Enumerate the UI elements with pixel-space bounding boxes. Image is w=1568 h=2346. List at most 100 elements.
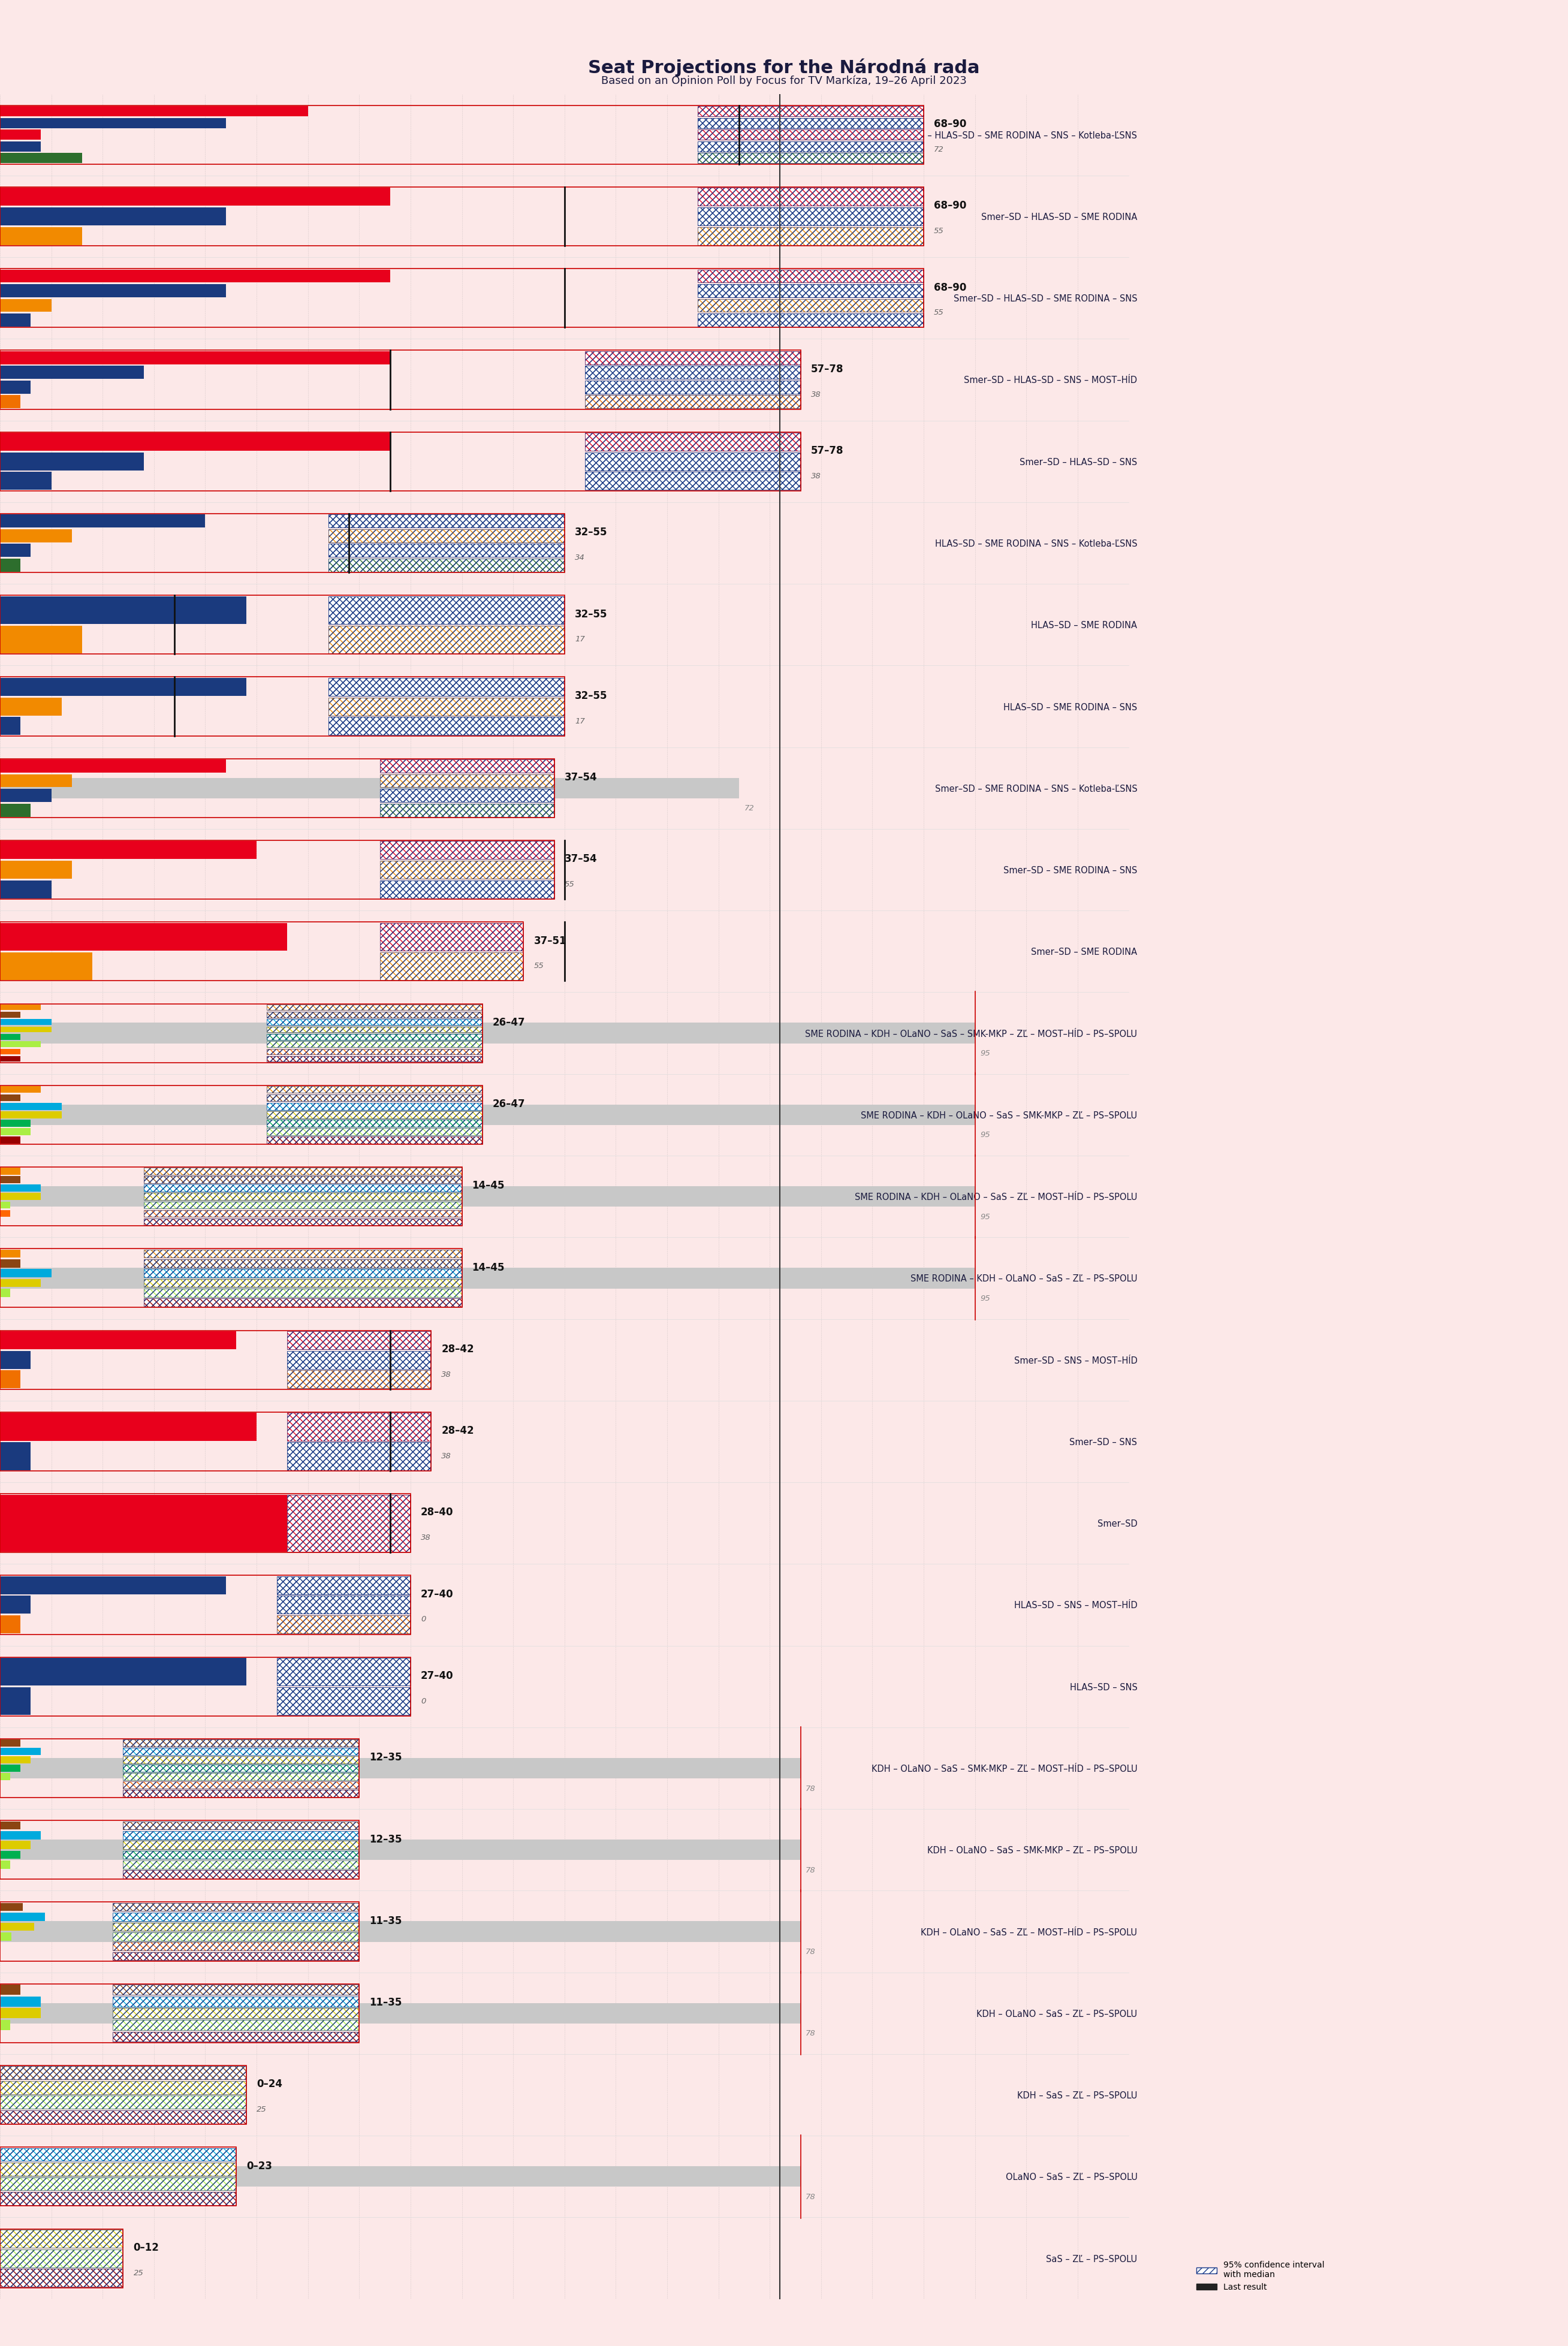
- Bar: [124, 1870, 359, 1879]
- Text: 72: 72: [935, 145, 944, 152]
- Bar: [0, 1112, 61, 1119]
- Bar: [124, 1832, 359, 1839]
- Bar: [0, 2229, 124, 2247]
- Bar: [124, 1748, 359, 1755]
- Bar: [585, 380, 801, 394]
- Bar: [379, 788, 554, 802]
- Bar: [0, 1096, 20, 1100]
- Bar: [0, 1757, 801, 1778]
- Text: 27–40: 27–40: [420, 1670, 453, 1682]
- Bar: [0, 1996, 41, 2006]
- Bar: [267, 1049, 483, 1053]
- Text: 26–47: 26–47: [492, 1098, 525, 1110]
- Text: Seat Projections for the Národná rada: Seat Projections for the Národná rada: [588, 59, 980, 77]
- Bar: [0, 1659, 246, 1687]
- Bar: [144, 1218, 463, 1225]
- Bar: [287, 1443, 431, 1471]
- Bar: [0, 2067, 246, 2079]
- Bar: [267, 1103, 483, 1110]
- Text: 57–78: 57–78: [811, 364, 844, 375]
- Bar: [0, 922, 287, 950]
- Bar: [0, 1018, 52, 1025]
- Bar: [0, 626, 82, 652]
- Bar: [113, 1933, 359, 1940]
- Text: Based on an Opinion Poll by Focus for TV Markíza, 19–26 April 2023: Based on an Opinion Poll by Focus for TV…: [601, 75, 967, 87]
- Bar: [0, 352, 390, 364]
- Bar: [124, 1757, 359, 1764]
- Bar: [0, 760, 226, 772]
- Bar: [0, 2003, 801, 2025]
- Text: 32–55: 32–55: [575, 608, 607, 619]
- Bar: [698, 106, 924, 117]
- Bar: [267, 1112, 483, 1119]
- Text: 17: 17: [575, 636, 585, 643]
- Bar: [379, 922, 524, 950]
- Bar: [287, 1370, 431, 1389]
- Text: 28–40: 28–40: [420, 1506, 453, 1518]
- Bar: [0, 2165, 801, 2186]
- Bar: [267, 1119, 483, 1126]
- Bar: [0, 514, 564, 572]
- Bar: [278, 1577, 411, 1595]
- Bar: [0, 2177, 237, 2191]
- Bar: [267, 1042, 483, 1046]
- Bar: [328, 678, 564, 697]
- Text: 38: 38: [811, 472, 820, 481]
- Bar: [0, 1023, 975, 1044]
- Bar: [0, 298, 52, 312]
- Bar: [287, 1330, 431, 1349]
- Bar: [144, 1211, 463, 1218]
- Bar: [278, 1616, 411, 1633]
- Bar: [278, 1616, 411, 1633]
- Bar: [113, 1996, 359, 2006]
- Bar: [0, 697, 61, 716]
- Bar: [698, 284, 924, 298]
- Bar: [0, 2269, 124, 2287]
- Bar: [0, 1748, 41, 1755]
- Bar: [698, 129, 924, 141]
- Bar: [278, 1687, 411, 1715]
- Bar: [698, 206, 924, 225]
- Text: 14–45: 14–45: [472, 1262, 505, 1274]
- Bar: [698, 284, 924, 298]
- Bar: [0, 1577, 226, 1595]
- Bar: [267, 1112, 483, 1119]
- Bar: [0, 2067, 246, 2079]
- Bar: [144, 1218, 463, 1225]
- Bar: [698, 106, 924, 117]
- Bar: [278, 1659, 411, 1687]
- Bar: [267, 1128, 483, 1135]
- Bar: [144, 1279, 463, 1288]
- Bar: [0, 394, 20, 408]
- Bar: [267, 1119, 483, 1126]
- Bar: [113, 1912, 359, 1921]
- Bar: [267, 1056, 483, 1063]
- Bar: [287, 1351, 431, 1368]
- Bar: [0, 1201, 11, 1208]
- Bar: [585, 453, 801, 469]
- Bar: [144, 1168, 463, 1175]
- Bar: [267, 1112, 483, 1119]
- Bar: [0, 2064, 246, 2123]
- Bar: [113, 1924, 359, 1931]
- Bar: [0, 1035, 20, 1039]
- Text: 0: 0: [420, 1696, 426, 1706]
- Bar: [0, 1494, 411, 1553]
- Bar: [0, 117, 226, 129]
- Bar: [113, 1952, 359, 1961]
- Bar: [0, 2229, 124, 2247]
- Bar: [585, 453, 801, 469]
- Bar: [698, 152, 924, 164]
- Bar: [124, 1774, 359, 1781]
- Bar: [379, 760, 554, 772]
- Bar: [0, 1279, 41, 1288]
- Bar: [0, 2111, 246, 2123]
- Bar: [0, 453, 144, 469]
- Bar: [698, 206, 924, 225]
- Bar: [287, 1494, 411, 1551]
- Bar: [144, 1269, 463, 1276]
- Text: 95: 95: [980, 1131, 989, 1140]
- Bar: [144, 1218, 463, 1225]
- Bar: [0, 188, 924, 246]
- Bar: [267, 1035, 483, 1039]
